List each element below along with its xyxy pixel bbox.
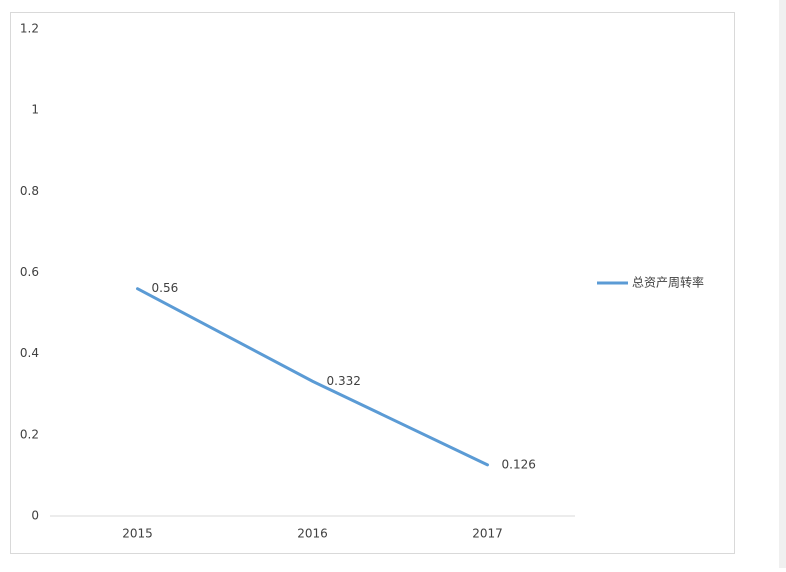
y-tick-label: 0 — [31, 509, 39, 523]
data-label: 0.126 — [502, 457, 536, 471]
y-tick-label: 0.6 — [20, 265, 39, 279]
y-tick-label: 1 — [31, 103, 39, 117]
series-line — [136, 287, 489, 467]
legend-label: 总资产周转率 — [632, 275, 704, 290]
data-label: 0.332 — [327, 374, 361, 388]
y-tick-label: 0.4 — [20, 346, 39, 360]
y-tick-label: 0.8 — [20, 184, 39, 198]
scrollbar-strip — [779, 0, 786, 568]
x-tick-label: 2017 — [472, 527, 503, 541]
y-tick-label: 0.2 — [20, 427, 39, 441]
x-tick-label: 2015 — [122, 527, 153, 541]
x-tick-label: 2016 — [297, 527, 328, 541]
data-label: 0.56 — [152, 281, 179, 295]
y-tick-label: 1.2 — [20, 22, 39, 36]
